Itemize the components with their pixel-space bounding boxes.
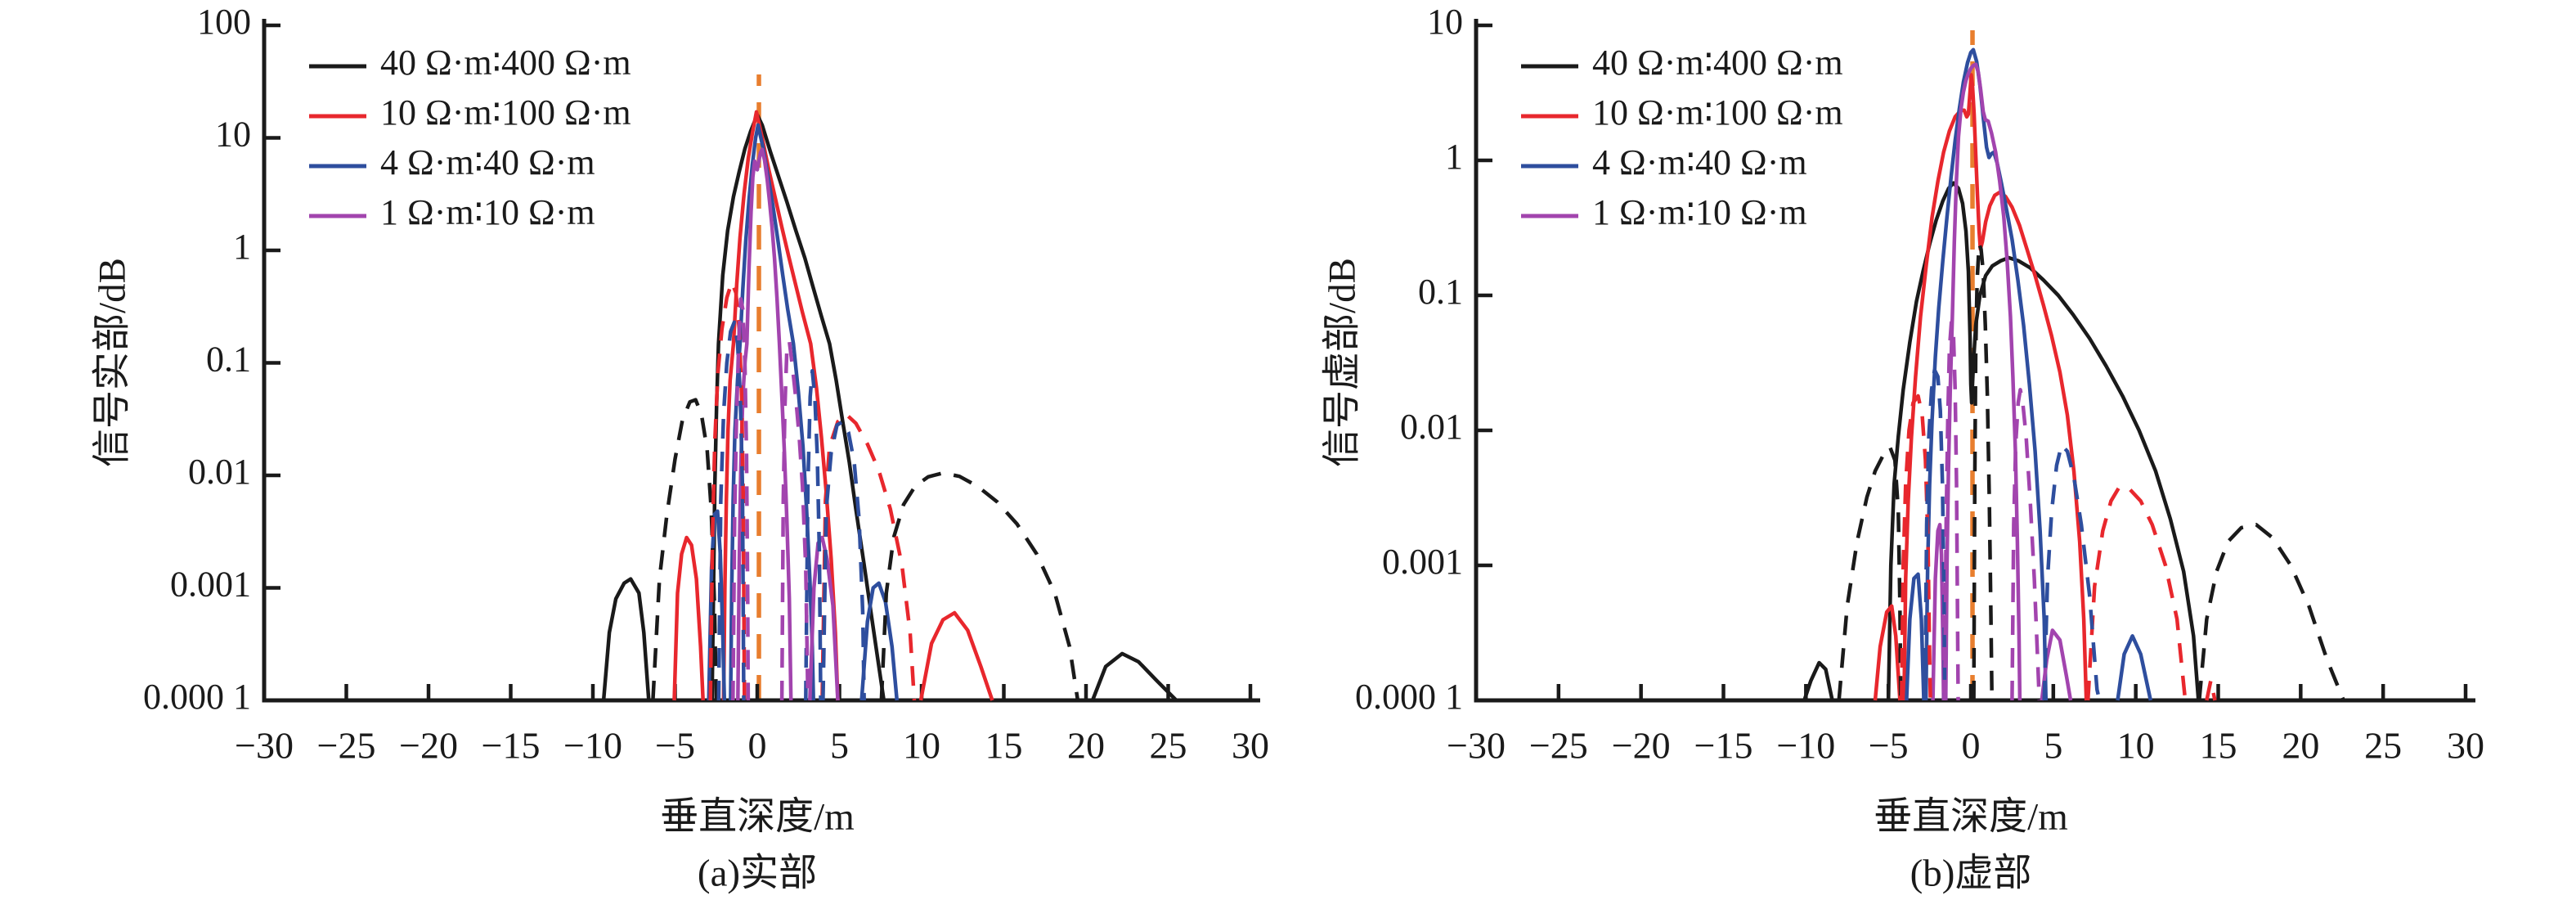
x-tick-label: 5 bbox=[2044, 725, 2062, 767]
curve-red-dashed bbox=[2205, 678, 2217, 701]
x-tick-label: 20 bbox=[1067, 725, 1105, 767]
curve-blue-dashed bbox=[2042, 443, 2102, 701]
legend: 40 Ω·m∶400 Ω·m 10 Ω·m∶100 Ω·m 4 Ω·m∶40 Ω·m… bbox=[1521, 43, 1843, 232]
curve-purple-dashed bbox=[779, 340, 810, 701]
curve-black-dashed bbox=[1837, 445, 1903, 701]
legend-label-blue-solid: 4 Ω·m∶40 Ω·m bbox=[1592, 142, 1807, 182]
x-tick-label: 25 bbox=[2364, 725, 2402, 767]
x-tick-label: 15 bbox=[2200, 725, 2237, 767]
legend-label-purple-solid: 1 Ω·m∶10 Ω·m bbox=[1592, 192, 1807, 232]
x-tick-label: 20 bbox=[2282, 725, 2319, 767]
y-tick-label: 0.01 bbox=[1400, 407, 1463, 447]
curve-purple-dashed bbox=[2010, 388, 2041, 701]
legend-label-black-solid: 40 Ω·m∶400 Ω·m bbox=[380, 43, 631, 83]
curve-blue-dashed bbox=[716, 320, 746, 701]
x-tick-label: −5 bbox=[1869, 725, 1909, 767]
y-tick-label: 0.1 bbox=[206, 340, 251, 380]
legend-label-red-solid: 10 Ω·m∶100 Ω·m bbox=[1592, 92, 1843, 133]
curve-purple-dashed bbox=[1942, 320, 1960, 701]
legend-label-red-solid: 10 Ω·m∶100 Ω·m bbox=[380, 92, 631, 133]
y-axis-label-a: 信号实部/dB bbox=[91, 258, 134, 467]
x-tick-label: 30 bbox=[1232, 725, 1269, 767]
x-tick-label: −15 bbox=[482, 725, 541, 767]
x-tick-label: −10 bbox=[563, 725, 622, 767]
x-axis-label-a: 垂直深度/m bbox=[660, 795, 855, 839]
curve-blue-solid bbox=[729, 123, 815, 701]
x-axis-label-b: 垂直深度/m bbox=[1874, 795, 2068, 839]
x-tick-label: −30 bbox=[1447, 725, 1506, 767]
curve-red-solid bbox=[672, 535, 705, 701]
caption-b: (b)虚部 bbox=[1910, 852, 2032, 895]
x-tick-label: 10 bbox=[903, 725, 940, 767]
x-tick-label: 0 bbox=[748, 725, 767, 767]
curve-blue-dashed bbox=[821, 420, 866, 701]
y-tick-label: 0.01 bbox=[188, 452, 251, 492]
curve-black-solid bbox=[601, 577, 651, 701]
curve-purple-solid bbox=[1944, 62, 2022, 701]
curve-red-solid bbox=[918, 610, 994, 701]
x-tick-label: 25 bbox=[1150, 725, 1187, 767]
panel-b-chart: −30 −25 −20 −15 −10 −5 0 5 10 15 20 25 30 10 1 0.1 0.01 0… bbox=[1355, 2, 2484, 767]
legend-label-purple-solid: 1 Ω·m∶10 Ω·m bbox=[380, 192, 595, 232]
curve-blue-solid bbox=[1905, 572, 1926, 701]
y-tick-label: 10 bbox=[1427, 2, 1463, 42]
y-tick-label: 0.001 bbox=[170, 565, 251, 605]
panel-a-chart: −30 −25 −20 −15 −10 −5 0 5 10 15 20 25 30 100 10 1 0.1 0.… bbox=[143, 2, 1269, 767]
x-tick-label: −20 bbox=[399, 725, 458, 767]
curve-red-dashed bbox=[1900, 394, 1932, 701]
curve-black-dashed bbox=[1972, 242, 1995, 701]
legend: 40 Ω·m∶400 Ω·m 10 Ω·m∶100 Ω·m 4 Ω·m∶40 Ω·m… bbox=[309, 43, 631, 232]
y-tick-label: 10 bbox=[215, 115, 251, 155]
curve-black-solid bbox=[1886, 181, 2201, 701]
legend-label-black-solid: 40 Ω·m∶400 Ω·m bbox=[1592, 43, 1843, 83]
x-tick-label: 10 bbox=[2117, 725, 2155, 767]
curve-blue-solid bbox=[859, 581, 900, 701]
caption-a: (a)实部 bbox=[697, 852, 818, 895]
curve-purple-dashed bbox=[731, 297, 751, 701]
x-tick-label: 0 bbox=[1962, 725, 1981, 767]
curve-black-solid bbox=[710, 113, 886, 701]
x-tick-label: −25 bbox=[1529, 725, 1588, 767]
y-tick-label: 0.1 bbox=[1418, 272, 1463, 312]
curve-red-dashed bbox=[708, 280, 747, 701]
curve-red-solid bbox=[1873, 604, 1902, 701]
curve-blue-dashed bbox=[804, 368, 823, 701]
curve-black-dashed bbox=[2197, 523, 2345, 701]
y-tick-label: 1 bbox=[233, 227, 251, 267]
y-tick-label: 0.001 bbox=[1382, 542, 1463, 582]
x-tick-label: −30 bbox=[235, 725, 294, 767]
curve-red-dashed bbox=[820, 412, 917, 701]
curve-purple-solid bbox=[808, 535, 840, 701]
curve-black-solid bbox=[1802, 660, 1834, 701]
x-tick-label: −10 bbox=[1776, 725, 1835, 767]
x-tick-label: 5 bbox=[830, 725, 849, 767]
curve-black-solid bbox=[1090, 651, 1178, 702]
curve-blue-solid bbox=[2116, 634, 2153, 701]
y-tick-label: 0.000 1 bbox=[1355, 677, 1463, 717]
y-tick-label: 1 bbox=[1445, 137, 1463, 177]
x-tick-label: 15 bbox=[985, 725, 1023, 767]
x-tick-label: −5 bbox=[655, 725, 695, 767]
x-tick-label: −20 bbox=[1612, 725, 1671, 767]
x-tick-label: 30 bbox=[2447, 725, 2484, 767]
x-tick-label: −15 bbox=[1694, 725, 1753, 767]
curve-purple-solid bbox=[1931, 523, 1945, 701]
curve-blue-solid bbox=[707, 509, 727, 701]
curve-blue-dashed bbox=[1923, 367, 1947, 701]
x-tick-label: −25 bbox=[317, 725, 376, 767]
curve-black-dashed bbox=[879, 470, 1080, 701]
curve-red-dashed bbox=[2085, 485, 2188, 701]
curve-red-solid bbox=[1902, 73, 2089, 701]
legend-label-blue-solid: 4 Ω·m∶40 Ω·m bbox=[380, 142, 595, 182]
y-tick-label: 0.000 1 bbox=[143, 677, 251, 717]
y-axis-label-b: 信号虚部/dB bbox=[1321, 258, 1364, 467]
y-tick-label: 100 bbox=[197, 2, 251, 42]
